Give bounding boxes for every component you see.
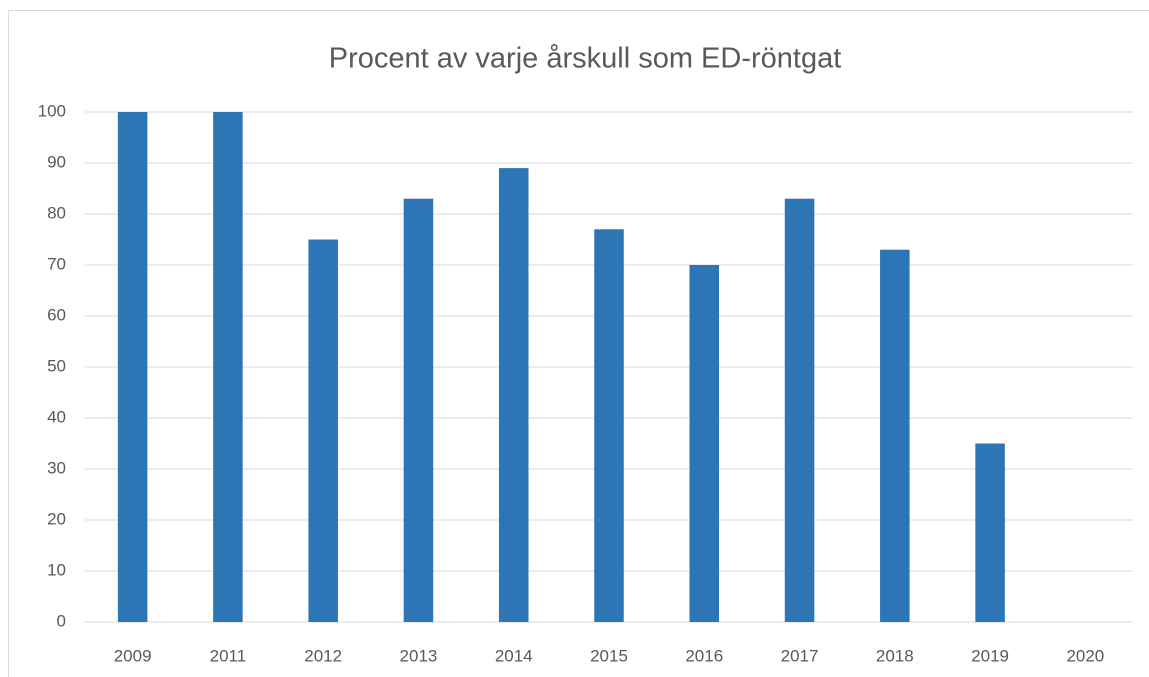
y-tick-label: 40 [47,407,66,426]
y-tick-label: 60 [47,305,66,324]
x-tick-label: 2019 [971,646,1009,665]
y-tick-label: 0 [57,611,66,630]
x-tick-label: 2020 [1066,646,1104,665]
bar [308,239,338,622]
bar [498,168,529,622]
bar [784,198,815,622]
x-tick-label: 2009 [114,646,152,665]
bar [117,112,148,622]
bar [689,265,720,622]
x-tick-label: 2013 [400,646,438,665]
chart-title: Procent av varje årskull som ED-röntgat [329,43,842,75]
y-tick-label: 20 [47,509,66,528]
y-tick-label: 80 [47,203,66,222]
x-tick-label: 2012 [304,646,342,665]
bar [403,198,434,622]
x-tick-label: 2014 [495,646,533,665]
x-tick-label: 2011 [210,646,247,665]
x-tick-label: 2015 [590,646,628,665]
y-tick-label: 70 [47,254,66,273]
bar [594,229,624,623]
y-tick-label: 30 [47,458,66,477]
x-tick-label: 2018 [876,646,914,665]
bar [880,249,910,622]
x-tick-label: 2016 [685,646,723,665]
y-tick-label: 50 [47,356,66,375]
y-tick-label: 90 [47,152,66,171]
x-tick-label: 2017 [781,646,819,665]
bar [975,443,1005,622]
y-tick-label: 10 [47,560,66,579]
chart-frame [8,10,1149,677]
y-tick-label: 100 [38,101,66,120]
bar [213,112,243,622]
